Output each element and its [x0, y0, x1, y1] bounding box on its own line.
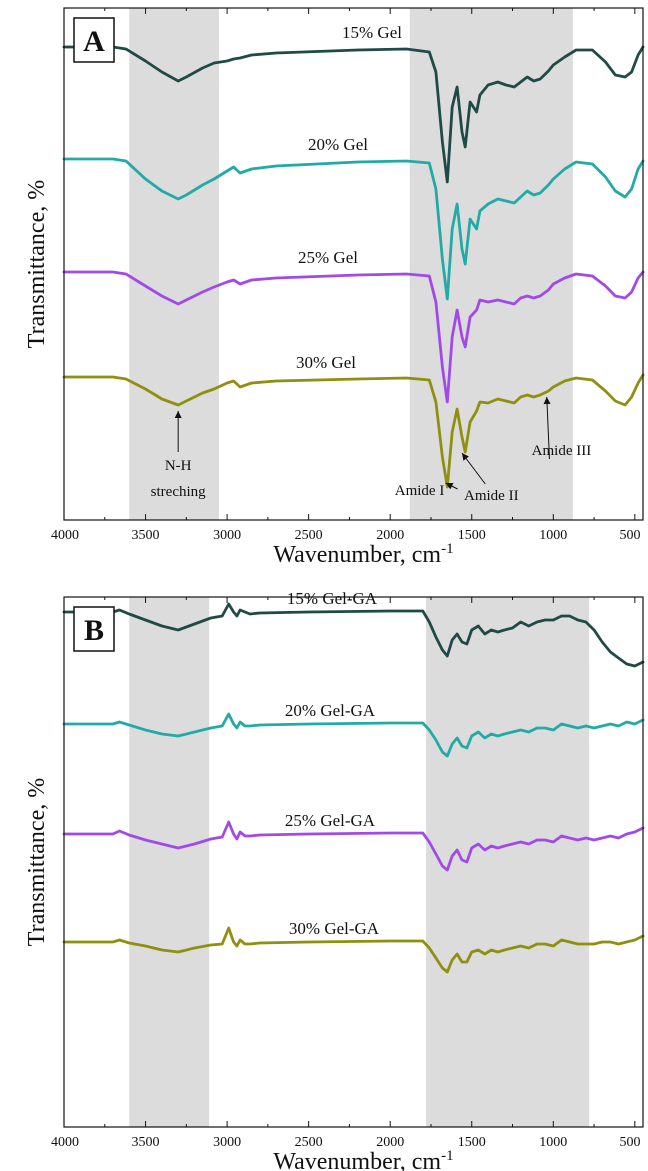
annotation-2: Amide I [395, 482, 458, 499]
annotation-arrow-head [174, 411, 182, 418]
x-tick-label: 3000 [213, 1135, 241, 1150]
annotation-3: Amide II [461, 452, 519, 504]
panel-letter: A [83, 25, 105, 58]
annotation-arrow-head [445, 483, 454, 490]
shaded-region-2 [426, 597, 590, 1127]
x-tick-label: 3500 [132, 528, 160, 543]
annotation-text: Amide II [464, 488, 519, 504]
x-tick-label: 2500 [295, 1135, 323, 1150]
series-line-1 [62, 602, 645, 668]
x-tick-label: 2500 [295, 528, 323, 543]
annotation-text: Amide III [532, 443, 592, 459]
shaded-region-1 [129, 597, 210, 1127]
x-tick-label: 1500 [458, 528, 486, 543]
series-line-2 [62, 712, 645, 758]
series-line-3 [62, 820, 645, 872]
series-line-4 [62, 926, 645, 974]
annotation-text: N-H [165, 458, 192, 474]
annotation-4: Amide III [532, 396, 592, 460]
panel-letter-box [73, 17, 115, 63]
series-line-1 [62, 45, 645, 184]
annotation-arrow-head [461, 453, 469, 461]
x-axis-label: Wavenumber, cm-1 [273, 541, 453, 568]
y-axis-label: Transmittance, % [24, 778, 50, 946]
x-axis-label: Wavenumber, cm-1 [273, 1148, 453, 1171]
x-tick-label: 500 [620, 528, 641, 543]
x-tick-label: 1000 [539, 1135, 567, 1150]
series-label-4: 30% Gel [296, 353, 356, 372]
plot-frame [63, 7, 644, 521]
series-label-3: 25% Gel [298, 248, 358, 267]
x-tick-label: 500 [620, 1135, 641, 1150]
x-tick-label: 2000 [376, 1135, 404, 1150]
x-tick-label: 1000 [539, 528, 567, 543]
annotation-text: Amide I [395, 483, 445, 499]
series-line-3 [62, 270, 645, 404]
shaded-region-1 [129, 8, 219, 520]
series-line-4 [62, 373, 645, 489]
series-label-3: 25% Gel-GA [285, 811, 376, 830]
series-label-2: 20% Gel [308, 135, 368, 154]
x-tick-label: 4000 [51, 528, 79, 543]
annotation-1: N-H streching [151, 411, 206, 500]
series-line-2 [62, 157, 645, 301]
panel-letter-box [73, 606, 115, 652]
series-label-4: 30% Gel-GA [289, 919, 380, 938]
chart-panel-a: 15% Gel 20% Gel 25% Gel 30% Gel N-H streching… [24, 7, 645, 568]
annotation-text: streching [151, 484, 206, 500]
y-axis-label: Transmittance, % [24, 180, 50, 348]
plot-frame [63, 596, 644, 1128]
series-label-1: 15% Gel [342, 23, 402, 42]
x-tick-label: 1500 [458, 1135, 486, 1150]
chart-panel-b: 15% Gel-GA 20% Gel-GA 25% Gel-GA 30% Gel-GA… [24, 589, 645, 1171]
x-tick-label: 3000 [213, 528, 241, 543]
x-tick-label: 3500 [132, 1135, 160, 1150]
series-label-2: 20% Gel-GA [285, 701, 376, 720]
panel-letter: B [84, 614, 104, 647]
x-tick-label: 4000 [51, 1135, 79, 1150]
series-label-1: 15% Gel-GA [287, 589, 378, 608]
annotation-arrow-line [546, 396, 550, 460]
x-tick-label: 2000 [376, 528, 404, 543]
annotation-arrow-head [543, 397, 551, 405]
